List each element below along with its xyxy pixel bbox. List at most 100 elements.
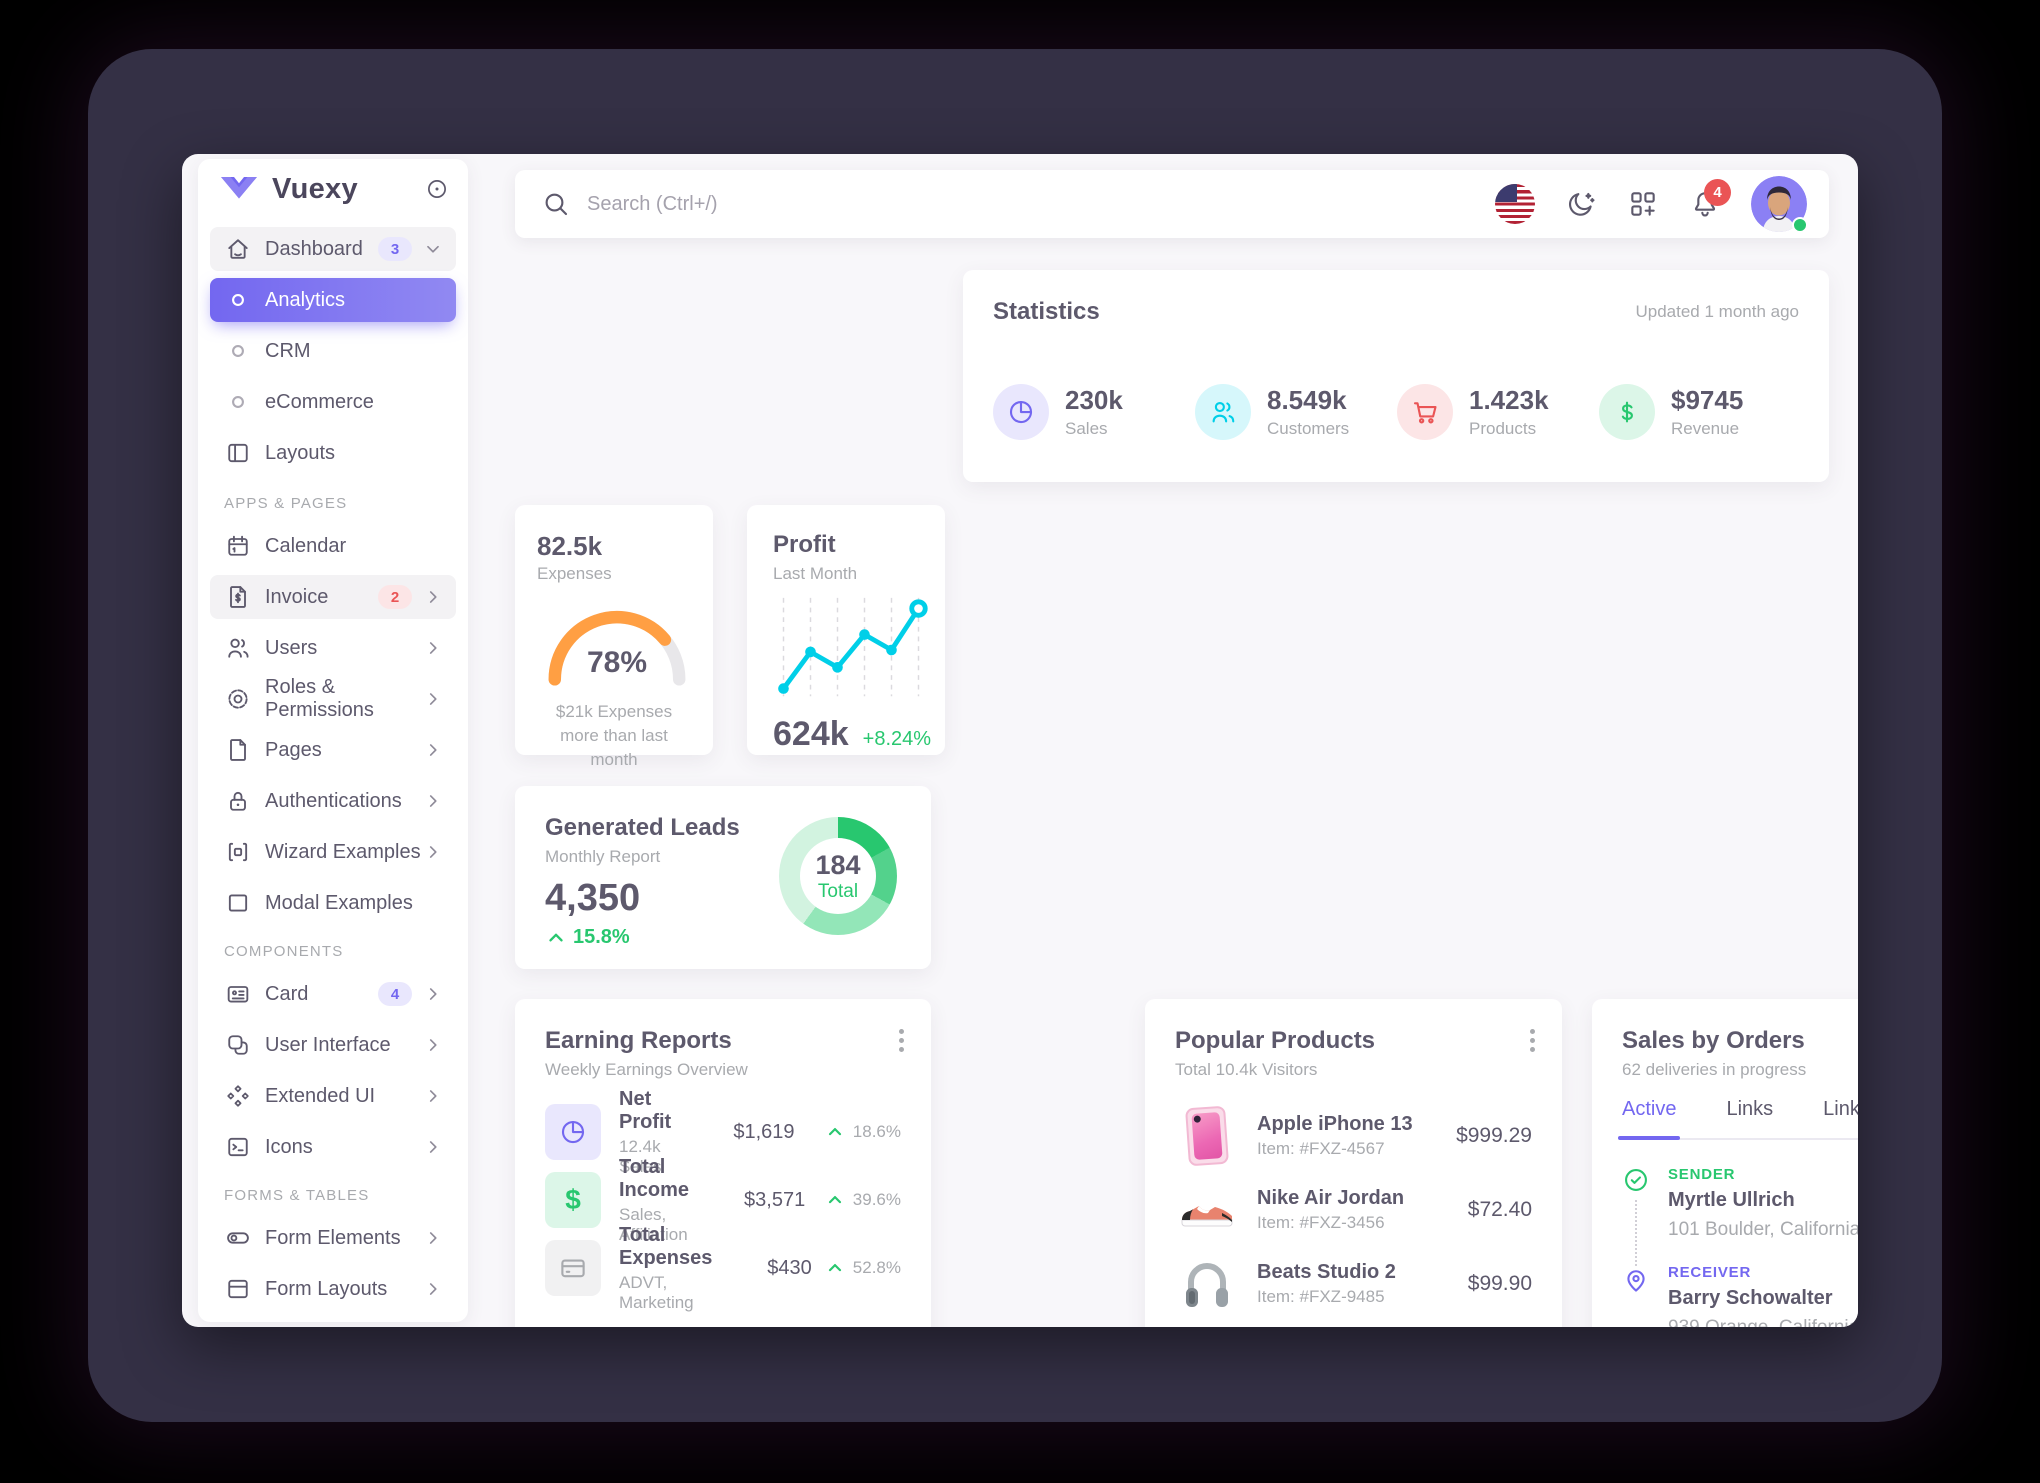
- dollar-icon: $: [545, 1172, 601, 1228]
- search-icon[interactable]: [541, 189, 571, 219]
- circle-icon: [224, 286, 252, 314]
- section-header-components: COMPONENTS: [224, 943, 344, 960]
- chevron-right-icon: [422, 790, 444, 812]
- sidebar-item-modal-examples[interactable]: Modal Examples: [210, 881, 456, 925]
- sidebar-item-wizard-examples[interactable]: Wizard Examples: [210, 830, 456, 874]
- invoice-icon: [224, 583, 252, 611]
- vuexy-logo-icon: [220, 176, 258, 202]
- row-subtitle: ADVT, Marketing: [619, 1272, 694, 1312]
- chevron-right-icon: [422, 739, 444, 761]
- card-subtitle: Last Month: [773, 564, 858, 583]
- row-title: Total Income: [619, 1155, 690, 1201]
- sidebar-item-label: Dashboard: [265, 237, 363, 260]
- row-percent: 52.8%: [852, 1258, 901, 1277]
- search-input[interactable]: [587, 192, 1087, 216]
- chevron-up-icon: [825, 1122, 845, 1142]
- sidebar-item-label: Analytics: [265, 288, 346, 311]
- chevron-up-icon: [825, 1258, 845, 1278]
- product-item-no: Item: #FXZ-4567: [1257, 1139, 1385, 1158]
- sender-address: 101 Boulder, California(CA), 95959: [1668, 1219, 1858, 1240]
- menu-pin-icon[interactable]: [424, 176, 450, 202]
- leads-value: 4,350: [545, 877, 641, 919]
- profit-delta: +8.24%: [862, 728, 932, 750]
- product-row-headphones: Beats Studio 2 Item: #FXZ-9485 $99.90: [1175, 1252, 1532, 1316]
- sneaker-product-image: [1175, 1178, 1239, 1242]
- card-subtitle: Monthly Report: [545, 847, 661, 866]
- terminal-icon: [224, 1133, 252, 1161]
- sidebar-item-ecommerce[interactable]: eCommerce: [210, 380, 456, 424]
- sidebar-item-user-interface[interactable]: User Interface: [210, 1023, 456, 1067]
- headphones-product-image: [1175, 1252, 1239, 1316]
- profit-value: 624k: [773, 715, 849, 753]
- product-price: $99.90: [1467, 1272, 1532, 1295]
- tab-active[interactable]: Active: [1617, 1098, 1681, 1140]
- chevron-right-icon: [422, 1278, 444, 1300]
- earning-row-total-expenses: Total Expenses ADVT, Marketing $430 52.8%: [545, 1224, 901, 1312]
- kebab-menu-icon[interactable]: [899, 1029, 905, 1056]
- leads-donut-chart: 184 Total: [779, 817, 897, 935]
- sidebar-item-label: Roles & Permissions: [265, 676, 374, 721]
- shortcuts-grid-icon[interactable]: [1627, 188, 1659, 220]
- sidebar-item-form-elements[interactable]: Form Elements: [210, 1216, 456, 1260]
- product-price: $72.40: [1467, 1198, 1532, 1221]
- square-icon: [224, 889, 252, 917]
- chevron-right-icon: [422, 586, 444, 608]
- home-icon: [224, 235, 252, 263]
- sidebar-item-layouts[interactable]: Layouts: [210, 431, 456, 475]
- sidebar-item-users[interactable]: Users: [210, 626, 456, 670]
- sidebar-item-crm[interactable]: CRM: [210, 329, 456, 373]
- notifications-bell-icon[interactable]: 4: [1689, 179, 1731, 220]
- sidebar-item-label: Form Elements: [265, 1226, 401, 1249]
- sidebar-item-icons[interactable]: Icons: [210, 1125, 456, 1169]
- brand[interactable]: Vuexy: [210, 167, 456, 211]
- orders-tabs: Active Links Links Disabled: [1617, 1098, 1858, 1140]
- sidebar-item-dashboard[interactable]: Dashboard 3: [210, 227, 456, 271]
- chevron-right-icon: [422, 637, 444, 659]
- sidebar-item-label: User Interface: [265, 1033, 391, 1056]
- expenses-card: 82.5k Expenses 78% $21k Expenses more th…: [515, 505, 713, 769]
- app-window: Vuexy Dashboard 3 Analytics CRM eCommerc…: [182, 154, 1858, 1327]
- kebab-menu-icon[interactable]: [1530, 1029, 1536, 1056]
- circle-icon: [224, 388, 252, 416]
- card-title: Earning Reports: [545, 1027, 732, 1054]
- sidebar-item-analytics[interactable]: Analytics: [210, 278, 456, 322]
- sidebar-item-pages[interactable]: Pages: [210, 728, 456, 772]
- sidebar-item-card[interactable]: Card 4: [210, 972, 456, 1016]
- user-avatar[interactable]: [1751, 176, 1808, 233]
- sidebar-item-label: Card: [265, 982, 309, 1005]
- tab-links-1[interactable]: Links: [1726, 1098, 1774, 1120]
- stat-label: Customers: [1267, 419, 1350, 438]
- product-item-no: Item: #FXZ-9485: [1257, 1287, 1385, 1306]
- row-title: Net Profit: [619, 1087, 672, 1133]
- gear-icon: [224, 685, 252, 713]
- users-icon: [224, 634, 252, 662]
- row-amount: $3,571: [744, 1188, 806, 1211]
- earning-row-net-profit: Net Profit 12.4k Sales $1,619 18.6%: [545, 1088, 901, 1176]
- chevron-right-icon: [422, 1136, 444, 1158]
- sidebar-item-form-layouts[interactable]: Form Layouts: [210, 1267, 456, 1311]
- sidebar-item-authentications[interactable]: Authentications: [210, 779, 456, 823]
- expenses-label: Expenses: [537, 564, 612, 583]
- sidebar-item-label: Authentications: [265, 789, 402, 812]
- generated-leads-card: Generated Leads Monthly Report 4,350 15.…: [515, 786, 931, 969]
- users-icon: [1195, 384, 1251, 440]
- language-flag-icon[interactable]: [1495, 184, 1535, 224]
- row-percent: 39.6%: [852, 1190, 901, 1209]
- pie-chart-icon: [545, 1104, 601, 1160]
- stat-revenue: $9745 Revenue: [1599, 384, 1801, 440]
- dark-mode-moon-icon[interactable]: [1565, 188, 1597, 220]
- statistics-updated: Updated 1 month ago: [1635, 302, 1799, 321]
- sidebar-item-label: CRM: [265, 339, 311, 362]
- sidebar-item-invoice[interactable]: Invoice 2: [210, 575, 456, 619]
- gauge-percent: 78%: [586, 646, 648, 679]
- chevron-up-icon: [545, 927, 567, 949]
- sidebar-item-roles-permissions[interactable]: Roles & Permissions: [210, 676, 456, 721]
- product-row-iphone: Apple iPhone 13 Item: #FXZ-4567 $999.29: [1175, 1104, 1532, 1168]
- sidebar-item-extended-ui[interactable]: Extended UI: [210, 1074, 456, 1118]
- layout-icon: [224, 439, 252, 467]
- chevron-right-icon: [422, 983, 444, 1005]
- tab-links-2[interactable]: Links: [1823, 1098, 1858, 1120]
- earning-reports-card: Earning Reports Weekly Earnings Overview…: [515, 999, 931, 1327]
- expenses-gauge-chart: 78%: [537, 596, 697, 688]
- sidebar-item-calendar[interactable]: Calendar: [210, 524, 456, 568]
